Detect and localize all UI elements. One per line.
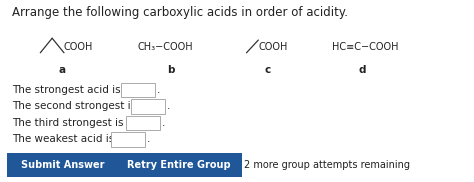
- Text: a: a: [58, 65, 65, 75]
- Text: The third strongest is: The third strongest is: [12, 118, 123, 128]
- Text: Submit Answer: Submit Answer: [21, 160, 105, 170]
- Text: .: .: [157, 85, 161, 95]
- Text: CH₃−COOH: CH₃−COOH: [137, 42, 193, 52]
- Text: .: .: [167, 102, 171, 111]
- Text: HC≡C−COOH: HC≡C−COOH: [332, 42, 398, 52]
- Text: Retry Entire Group: Retry Entire Group: [127, 160, 231, 170]
- Text: COOH: COOH: [258, 42, 288, 52]
- FancyBboxPatch shape: [116, 153, 242, 177]
- Text: The weakest acid is: The weakest acid is: [12, 134, 114, 144]
- FancyBboxPatch shape: [7, 153, 118, 177]
- Text: The strongest acid is: The strongest acid is: [12, 85, 120, 95]
- Text: d: d: [359, 65, 366, 75]
- Text: 2 more group attempts remaining: 2 more group attempts remaining: [244, 160, 410, 170]
- FancyBboxPatch shape: [110, 132, 145, 147]
- FancyBboxPatch shape: [121, 83, 155, 97]
- Text: .: .: [162, 118, 166, 128]
- Text: c: c: [264, 65, 271, 75]
- Text: .: .: [147, 134, 150, 144]
- FancyBboxPatch shape: [131, 99, 165, 114]
- Text: Arrange the following carboxylic acids in order of acidity.: Arrange the following carboxylic acids i…: [12, 6, 348, 19]
- Text: The second strongest is: The second strongest is: [12, 102, 136, 111]
- Text: b: b: [167, 65, 174, 75]
- Text: COOH: COOH: [64, 42, 93, 52]
- FancyBboxPatch shape: [126, 116, 160, 130]
